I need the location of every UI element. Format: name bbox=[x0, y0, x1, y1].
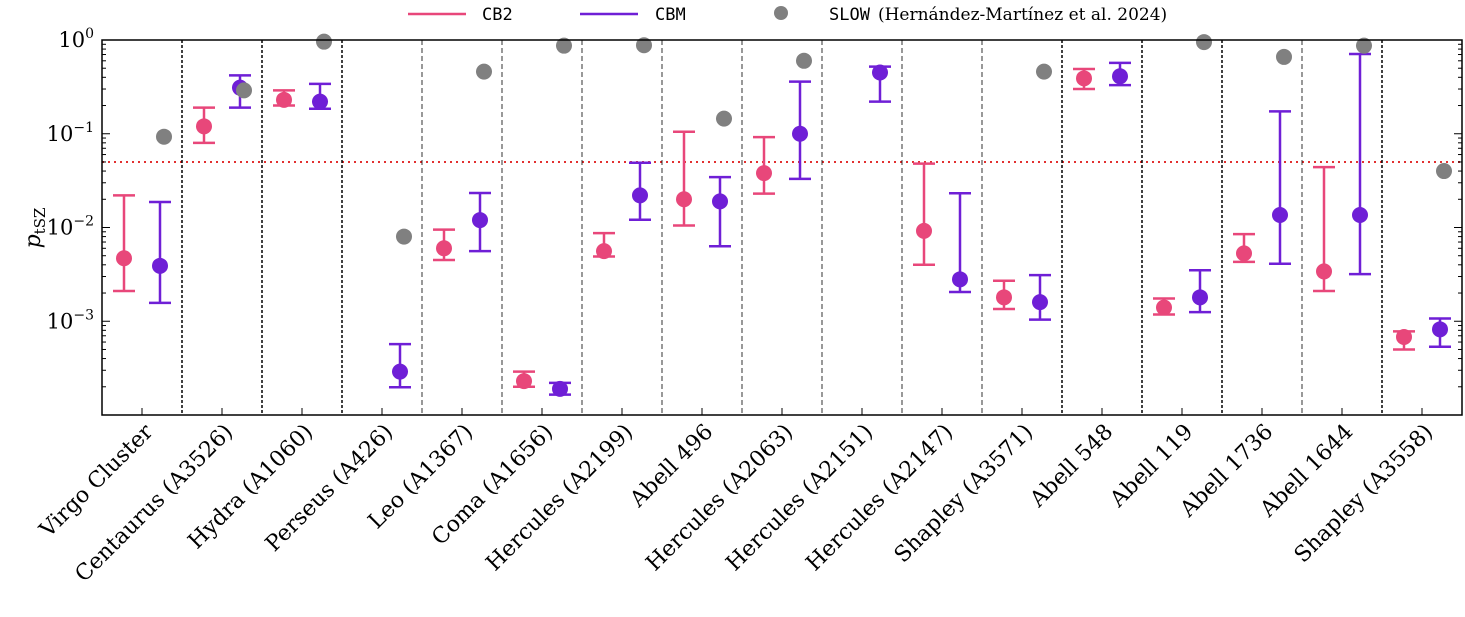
x-tick-label-6: Hercules (A2199) bbox=[482, 420, 639, 577]
legend-slow-marker bbox=[774, 6, 788, 20]
y-tick-label-base: 10 bbox=[47, 309, 74, 333]
y-tick-label-exponent: 0 bbox=[85, 26, 94, 42]
cbm-errorbar-0 bbox=[149, 200, 171, 305]
cbm-point-12 bbox=[1112, 68, 1128, 85]
slow-point-4 bbox=[476, 63, 492, 80]
slow-point-1 bbox=[236, 82, 252, 99]
cb2-point-6 bbox=[596, 243, 612, 260]
cb2-point-14 bbox=[1236, 245, 1252, 262]
legend-cb2-label: CB2 bbox=[482, 5, 513, 25]
cb2-point-7 bbox=[676, 191, 692, 208]
cbm-point-8 bbox=[792, 125, 808, 142]
cb2-point-8 bbox=[756, 165, 772, 182]
slow-point-15 bbox=[1356, 37, 1372, 54]
y-axis-label-symbol: p bbox=[21, 234, 46, 248]
cbm-point-4 bbox=[472, 212, 488, 229]
cbm-errorbar-14 bbox=[1269, 110, 1291, 266]
cbm-point-0 bbox=[152, 257, 168, 274]
x-tick-label-10: Hercules (A2147) bbox=[802, 420, 959, 577]
cb2-point-0 bbox=[116, 250, 132, 267]
x-tick-label-8: Hercules (A2063) bbox=[642, 420, 799, 577]
slow-point-7 bbox=[716, 110, 732, 127]
plot-frame bbox=[101, 39, 1463, 416]
cbm-point-2 bbox=[312, 93, 328, 110]
cb2-point-12 bbox=[1076, 70, 1092, 87]
x-tick-label-16: Shapley (A3558) bbox=[1290, 420, 1438, 568]
cb2-point-16 bbox=[1396, 328, 1412, 345]
y-tick-label-exponent: −1 bbox=[73, 120, 94, 136]
cb2-point-10 bbox=[916, 222, 932, 239]
x-tick-label-1: Centaurus (A3526) bbox=[71, 420, 239, 588]
cbm-point-13 bbox=[1192, 289, 1208, 306]
cb2-point-15 bbox=[1316, 263, 1332, 280]
legend-cbm-label: CBM bbox=[655, 5, 686, 25]
cb2-point-1 bbox=[196, 118, 212, 135]
y-axis-label: ptSZ bbox=[21, 208, 49, 249]
y-tick-label-base: 10 bbox=[58, 28, 85, 52]
cb2-errorbar-0 bbox=[113, 194, 135, 293]
cbm-point-15 bbox=[1352, 206, 1368, 223]
y-tick-label-base: 10 bbox=[47, 122, 74, 146]
cbm-point-6 bbox=[632, 187, 648, 204]
slow-point-14 bbox=[1276, 48, 1292, 65]
y-tick-label-exponent: −3 bbox=[73, 307, 94, 323]
cb2-errorbar-7 bbox=[673, 130, 695, 227]
cbm-point-7 bbox=[712, 193, 728, 210]
legend-slow-ref: (Hernández-Martínez et al. 2024) bbox=[878, 5, 1167, 25]
slow-point-11 bbox=[1036, 63, 1052, 80]
y-tick-label-exponent: −2 bbox=[73, 214, 94, 230]
cbm-point-14 bbox=[1272, 206, 1288, 223]
cbm-point-16 bbox=[1432, 321, 1448, 338]
y-tick-label: 10−3 bbox=[47, 307, 94, 333]
y-tick-label: 100 bbox=[58, 26, 94, 52]
y-tick-label: 10−2 bbox=[47, 214, 94, 240]
legend-slow-name: SLOW bbox=[829, 5, 871, 25]
cbm-errorbar-15 bbox=[1349, 52, 1371, 276]
cbm-point-9 bbox=[872, 64, 888, 81]
slow-point-2 bbox=[316, 33, 332, 50]
slow-point-3 bbox=[396, 228, 412, 245]
cb2-point-11 bbox=[996, 289, 1012, 306]
cb2-point-5 bbox=[516, 373, 532, 390]
slow-point-8 bbox=[796, 52, 812, 69]
x-tick-label-11: Shapley (A3571) bbox=[890, 420, 1038, 568]
cb2-point-13 bbox=[1156, 299, 1172, 316]
cb2-point-4 bbox=[436, 240, 452, 257]
slow-point-0 bbox=[156, 128, 172, 145]
cbm-point-3 bbox=[392, 363, 408, 380]
slow-point-6 bbox=[636, 37, 652, 54]
cbm-point-5 bbox=[552, 380, 568, 397]
y-tick-label: 10−1 bbox=[47, 120, 94, 146]
legend-slow-label: SLOW (Hernández-Martínez et al. 2024) bbox=[829, 5, 1167, 25]
cbm-point-11 bbox=[1032, 294, 1048, 311]
slow-point-16 bbox=[1436, 163, 1452, 180]
cbm-point-10 bbox=[952, 271, 968, 288]
y-tick-label-base: 10 bbox=[47, 216, 74, 240]
cb2-errorbar-10 bbox=[913, 162, 935, 267]
x-tick-label-9: Hercules (A2151) bbox=[722, 420, 879, 577]
y-axis-label-subscript: tSZ bbox=[31, 208, 49, 235]
cb2-point-2 bbox=[276, 91, 292, 108]
slow-point-13 bbox=[1196, 34, 1212, 51]
cbm-errorbar-7 bbox=[709, 175, 731, 248]
legend: CB2 CBM SLOW (Hernández-Martínez et al. 2… bbox=[408, 5, 1167, 25]
x-tick-label-12: Abell 548 bbox=[1025, 420, 1118, 513]
slow-point-5 bbox=[556, 37, 572, 54]
